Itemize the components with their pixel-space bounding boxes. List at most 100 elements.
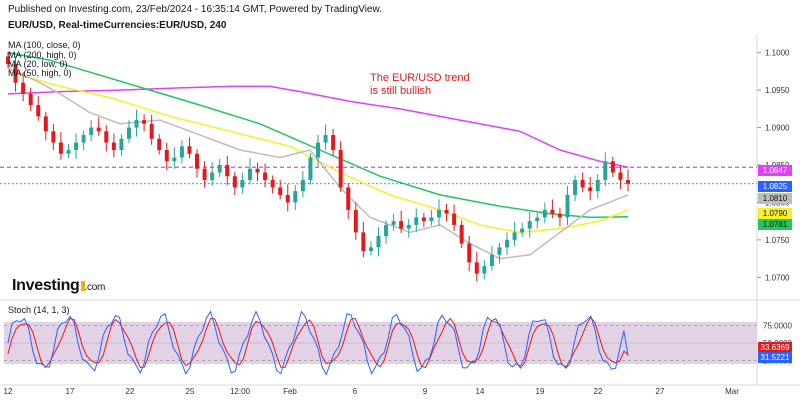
published-line: Published on Investing.com, 23/Feb/2024 … xyxy=(8,4,382,15)
candle-body xyxy=(210,172,215,180)
time-tick-label: 22 xyxy=(594,387,603,396)
candle-body xyxy=(557,213,562,218)
candle-body xyxy=(285,194,290,203)
candle-body xyxy=(43,116,48,132)
ma200-line xyxy=(7,85,629,168)
stoch-tag-d: 33.6369 xyxy=(758,342,792,353)
candle-body xyxy=(232,176,237,188)
candle-body xyxy=(376,236,381,248)
candle-body xyxy=(497,247,502,255)
candle-body xyxy=(429,217,434,222)
candle-body xyxy=(263,172,268,180)
candle-body xyxy=(195,153,200,169)
candle-body xyxy=(580,179,585,188)
price-tick-label: 1.0700 xyxy=(765,273,790,282)
candle-body xyxy=(588,187,593,192)
stochastic-title[interactable]: Stoch (14, 1, 3) xyxy=(8,305,70,315)
candle-body xyxy=(51,131,56,143)
candle-body xyxy=(353,209,358,233)
candle-body xyxy=(626,179,630,184)
time-tick-label: 27 xyxy=(656,387,665,396)
price-tick-label: 1.0750 xyxy=(765,236,790,245)
candle-body xyxy=(126,127,131,139)
candle-body xyxy=(542,209,547,218)
ma20-line xyxy=(7,67,629,260)
time-tick-label: Feb xyxy=(283,387,297,396)
candle-body xyxy=(21,82,26,94)
candle-body xyxy=(474,262,479,274)
candle-body xyxy=(36,105,41,117)
candle-body xyxy=(255,168,260,173)
candle-body xyxy=(482,266,487,274)
candle-body xyxy=(225,165,230,177)
candle-body xyxy=(573,179,578,195)
candle-body xyxy=(28,93,33,106)
candle-body xyxy=(338,150,343,188)
candle-body xyxy=(187,146,192,154)
candle-body xyxy=(217,165,222,173)
candle-body xyxy=(346,187,351,210)
candle-body xyxy=(610,161,615,173)
candle-body xyxy=(527,221,532,229)
symbol-line: EUR/USD, Real-timeCurrencies:EUR/USD, 24… xyxy=(8,20,227,31)
logo-suffix: .com xyxy=(84,282,106,293)
price-tick-label: 1.0900 xyxy=(765,124,790,133)
candle-body xyxy=(618,172,623,180)
price-tag-ma100: 1.0781 xyxy=(758,219,792,230)
candle-body xyxy=(81,135,86,143)
time-tick-label: 14 xyxy=(476,387,485,396)
price-tag-last: 1.0825 xyxy=(758,181,792,192)
candle-body xyxy=(595,179,600,192)
candle-body xyxy=(134,120,139,128)
price-tag-ma50: 1.0790 xyxy=(758,208,792,219)
candle-body xyxy=(452,213,457,225)
candle-body xyxy=(459,224,464,244)
candle-body xyxy=(421,217,426,222)
candle-body xyxy=(149,123,154,139)
time-tick-label: 22 xyxy=(126,387,135,396)
price-tick-label: 1.0950 xyxy=(765,86,790,95)
candle-body xyxy=(119,138,124,151)
ma50-line xyxy=(7,70,629,234)
candle-body xyxy=(111,142,116,151)
price-tag-ma200: 1.0847 xyxy=(758,165,792,176)
candle-body xyxy=(489,254,494,267)
time-tick-label: 6 xyxy=(353,387,358,396)
candle-body xyxy=(399,221,404,229)
candle-body xyxy=(247,168,252,180)
candle-body xyxy=(505,239,510,248)
candle-body xyxy=(6,56,10,64)
candle-body xyxy=(550,209,555,214)
candle-body xyxy=(104,131,109,143)
indicator-ma20[interactable]: MA (20, low, 0) xyxy=(8,59,68,69)
time-tick-label: 17 xyxy=(66,387,75,396)
candle-body xyxy=(316,142,320,158)
stoch-tick-label: 75.0000 xyxy=(763,322,792,331)
annotation-line-2: is still bullish xyxy=(370,85,432,97)
time-tick-label: 19 xyxy=(536,387,545,396)
indicator-ma100[interactable]: MA (100, close, 0) xyxy=(8,40,81,50)
candle-body xyxy=(436,209,441,218)
candle-body xyxy=(414,217,419,225)
candle-body xyxy=(89,127,94,136)
logo-bar-icon xyxy=(80,281,85,291)
candle-body xyxy=(565,194,570,218)
indicator-ma50[interactable]: MA (50, high, 0) xyxy=(8,68,72,78)
candle-body xyxy=(323,135,328,143)
indicator-ma200[interactable]: MA (200, high, 0) xyxy=(8,50,77,60)
stoch-d-line xyxy=(7,316,629,369)
time-tick-label: 9 xyxy=(423,387,428,396)
time-tick-label: Mar xyxy=(725,387,739,396)
time-tick-label: 12:00 xyxy=(230,387,251,396)
candle-body xyxy=(13,63,18,83)
candle-body xyxy=(384,224,389,237)
candle-body xyxy=(157,138,162,151)
time-tick-label: 12 xyxy=(4,387,13,396)
candle-body xyxy=(331,135,336,151)
stoch-tag-k: 31.5221 xyxy=(758,352,792,363)
candle-body xyxy=(308,157,313,180)
candle-body xyxy=(58,142,63,154)
candle-body xyxy=(467,243,472,263)
